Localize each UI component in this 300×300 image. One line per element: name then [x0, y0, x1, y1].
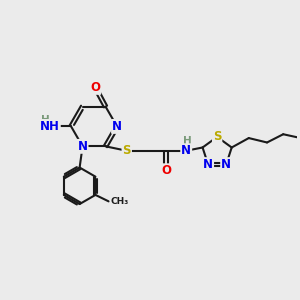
Text: N: N: [112, 120, 122, 133]
Text: S: S: [213, 130, 221, 143]
Text: H: H: [41, 115, 50, 125]
Text: H: H: [183, 136, 192, 146]
Text: N: N: [78, 140, 88, 153]
Text: O: O: [90, 81, 100, 94]
Text: S: S: [122, 144, 131, 157]
Text: O: O: [161, 164, 171, 177]
Text: N: N: [181, 144, 191, 157]
Text: N: N: [203, 158, 213, 171]
Text: NH: NH: [40, 120, 60, 133]
Text: N: N: [221, 158, 231, 171]
Text: CH₃: CH₃: [110, 197, 128, 206]
